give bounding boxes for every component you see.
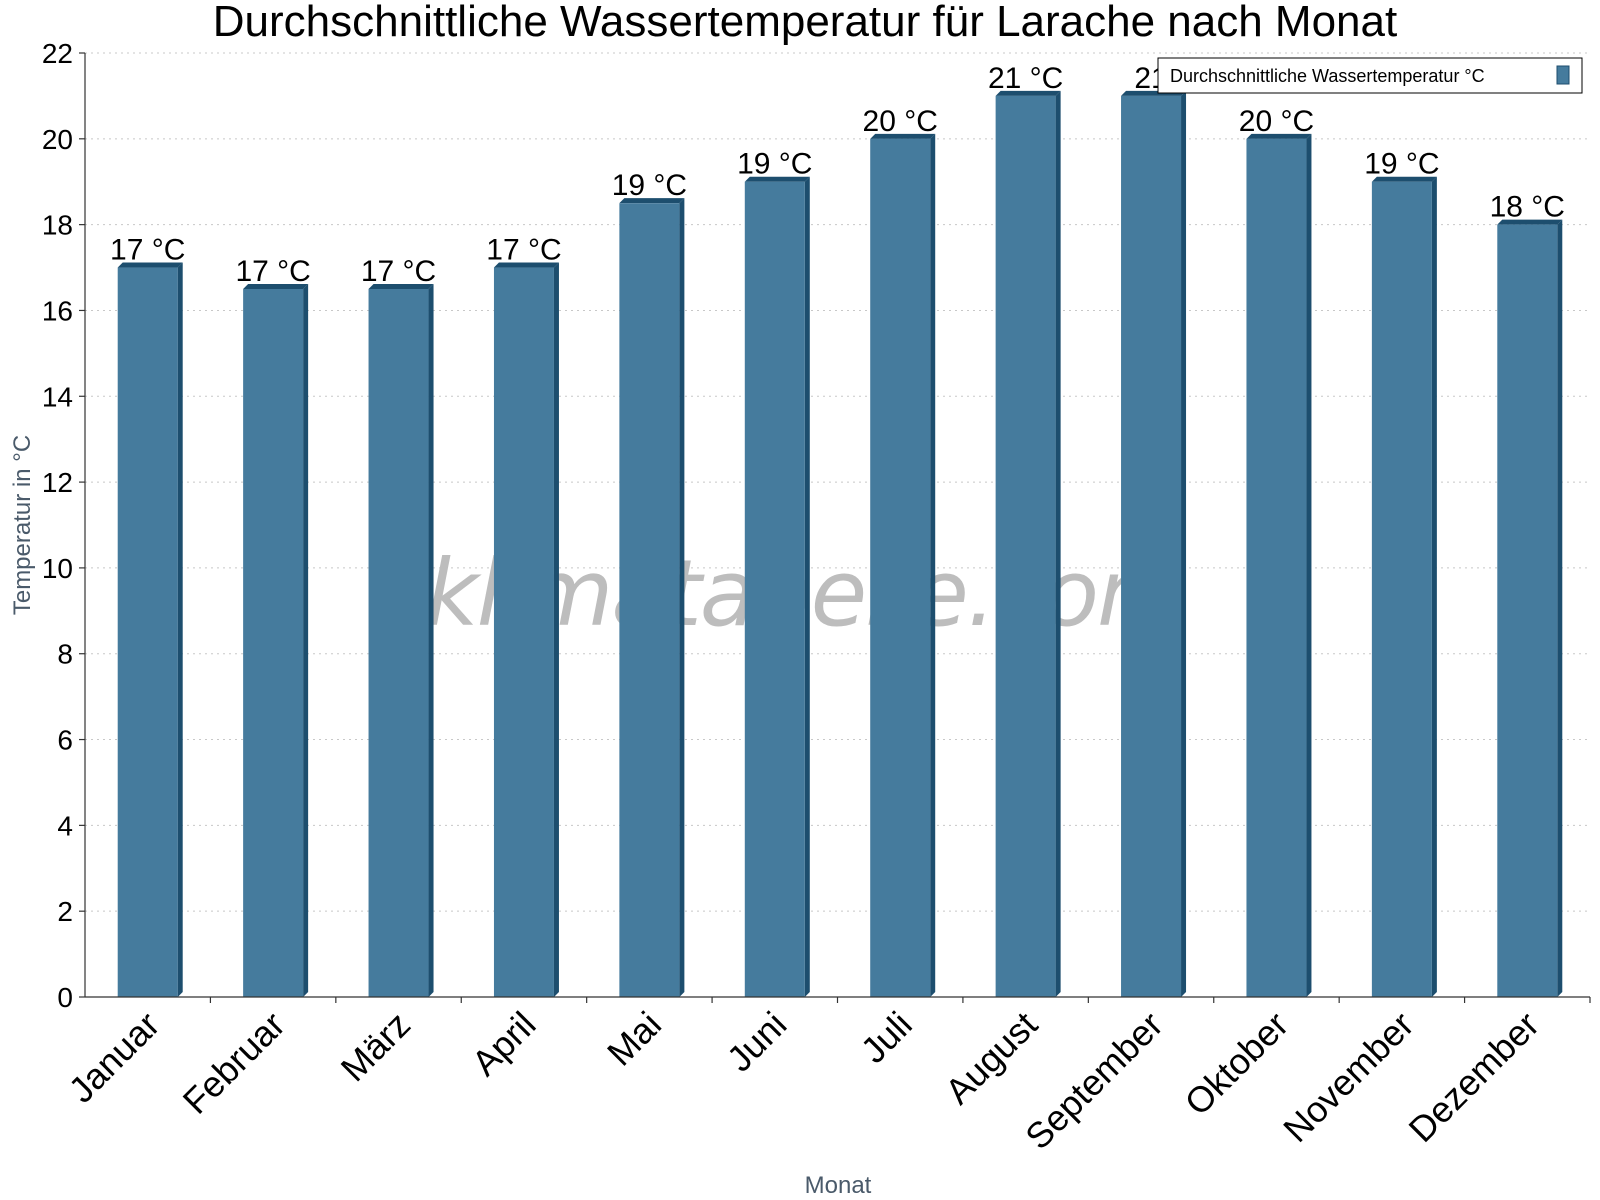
bar-top <box>1497 219 1563 225</box>
y-tick-label: 2 <box>57 896 73 927</box>
bar-front <box>1121 95 1182 998</box>
bar-front <box>243 289 304 997</box>
bar-front <box>1246 138 1307 997</box>
chart-title: Durchschnittliche Wassertemperatur für L… <box>213 0 1397 46</box>
legend-swatch <box>1556 65 1570 85</box>
bar-top <box>493 262 559 268</box>
x-tick-label: Dezember <box>1401 1004 1547 1150</box>
data-label: 19 °C <box>1364 148 1439 181</box>
bar <box>870 133 936 997</box>
y-tick-label: 20 <box>42 124 73 155</box>
x-tick-label: März <box>333 1004 419 1090</box>
x-tick-label: Mai <box>599 1004 669 1074</box>
bar-side <box>177 262 183 998</box>
bar-front <box>493 267 554 998</box>
bar-top <box>744 176 810 182</box>
bar-top <box>870 133 936 139</box>
data-label: 19 °C <box>612 169 687 202</box>
bar-side <box>679 198 685 997</box>
data-labels: 17 °C 17 °C 17 °C 17 °C 19 °C 19 °C 20 °C 21 °C… <box>110 62 1565 288</box>
bar <box>243 284 309 997</box>
data-label: 17 °C <box>235 255 310 288</box>
bar-front <box>1497 224 1558 998</box>
bar-top <box>368 284 434 289</box>
x-tick-label: Januar <box>61 1004 168 1111</box>
data-label: 18 °C <box>1490 191 1565 224</box>
bar-side <box>428 284 434 997</box>
bar-side <box>303 284 309 997</box>
bar <box>744 176 810 997</box>
bar-side <box>930 133 936 997</box>
bar-side <box>1181 90 1187 998</box>
x-axis-label: Monat <box>805 1172 872 1199</box>
x-tick-label: Juli <box>853 1004 920 1071</box>
bar-top <box>1246 133 1312 139</box>
y-tick-label: 16 <box>42 295 73 326</box>
x-tick-label: Oktober <box>1177 1004 1297 1124</box>
x-tick-label: November <box>1275 1004 1421 1150</box>
bar-front <box>744 181 805 997</box>
x-ticks: Januar Februar März April Mai Juni Juli AugustS… <box>61 997 1591 1158</box>
y-tick-label: 0 <box>57 982 73 1013</box>
bar-side <box>804 176 810 997</box>
bar-front <box>619 203 680 997</box>
bar-front <box>368 289 429 997</box>
y-tick-label: 14 <box>42 381 73 412</box>
data-label: 17 °C <box>110 234 185 267</box>
bar <box>995 90 1061 998</box>
data-label: 20 °C <box>1239 105 1314 138</box>
bar-top <box>619 198 685 204</box>
bar <box>1371 176 1437 997</box>
y-tick-label: 10 <box>42 553 73 584</box>
data-label: 17 °C <box>486 234 561 267</box>
bar-side <box>553 262 559 998</box>
data-label: 17 °C <box>361 255 436 288</box>
y-tick-label: 4 <box>57 810 73 841</box>
bar-front <box>1371 181 1432 997</box>
bar-front <box>870 138 931 997</box>
legend-label: Durchschnittliche Wassertemperatur °C <box>1170 66 1485 86</box>
y-tick-label: 18 <box>42 210 73 241</box>
x-tick-label: Juni <box>719 1004 795 1080</box>
bar <box>1246 133 1312 997</box>
bars <box>117 90 1563 998</box>
bar <box>619 198 685 997</box>
x-tick-label: Februar <box>175 1004 293 1122</box>
x-tick-label: September <box>1017 1004 1171 1158</box>
x-tick-label: April <box>464 1004 544 1084</box>
bar-front <box>995 95 1056 998</box>
bar <box>117 262 183 998</box>
x-tick-label: August <box>937 1004 1045 1112</box>
y-tick-label: 22 <box>42 38 73 69</box>
y-axis-label: Temperatur in °C <box>9 435 36 615</box>
legend-box <box>1157 57 1583 94</box>
bar-side <box>1557 219 1563 998</box>
data-label: 19 °C <box>737 148 812 181</box>
y-tick-label: 12 <box>42 467 73 498</box>
bar <box>1121 90 1187 998</box>
y-tick-label: 6 <box>57 725 73 756</box>
bar <box>1497 219 1563 998</box>
bar <box>368 284 434 997</box>
bar-side <box>1306 133 1312 997</box>
bar-side <box>1431 176 1437 997</box>
bar-top <box>243 284 309 289</box>
bar-top <box>995 90 1061 96</box>
bar-side <box>1055 90 1061 998</box>
y-tick-label: 8 <box>57 639 73 670</box>
bar <box>493 262 559 998</box>
bar-front <box>117 267 178 998</box>
gridlines <box>85 52 1590 912</box>
data-label: 20 °C <box>863 105 938 138</box>
bar-top <box>1371 176 1437 182</box>
data-label: 21 °C <box>988 62 1063 95</box>
legend: Durchschnittliche Wassertemperatur °C <box>1157 57 1583 94</box>
y-ticks: 0 2 4 6 8 10 12 14 16 18 20 22 <box>42 38 85 1013</box>
bar-top <box>117 262 183 268</box>
